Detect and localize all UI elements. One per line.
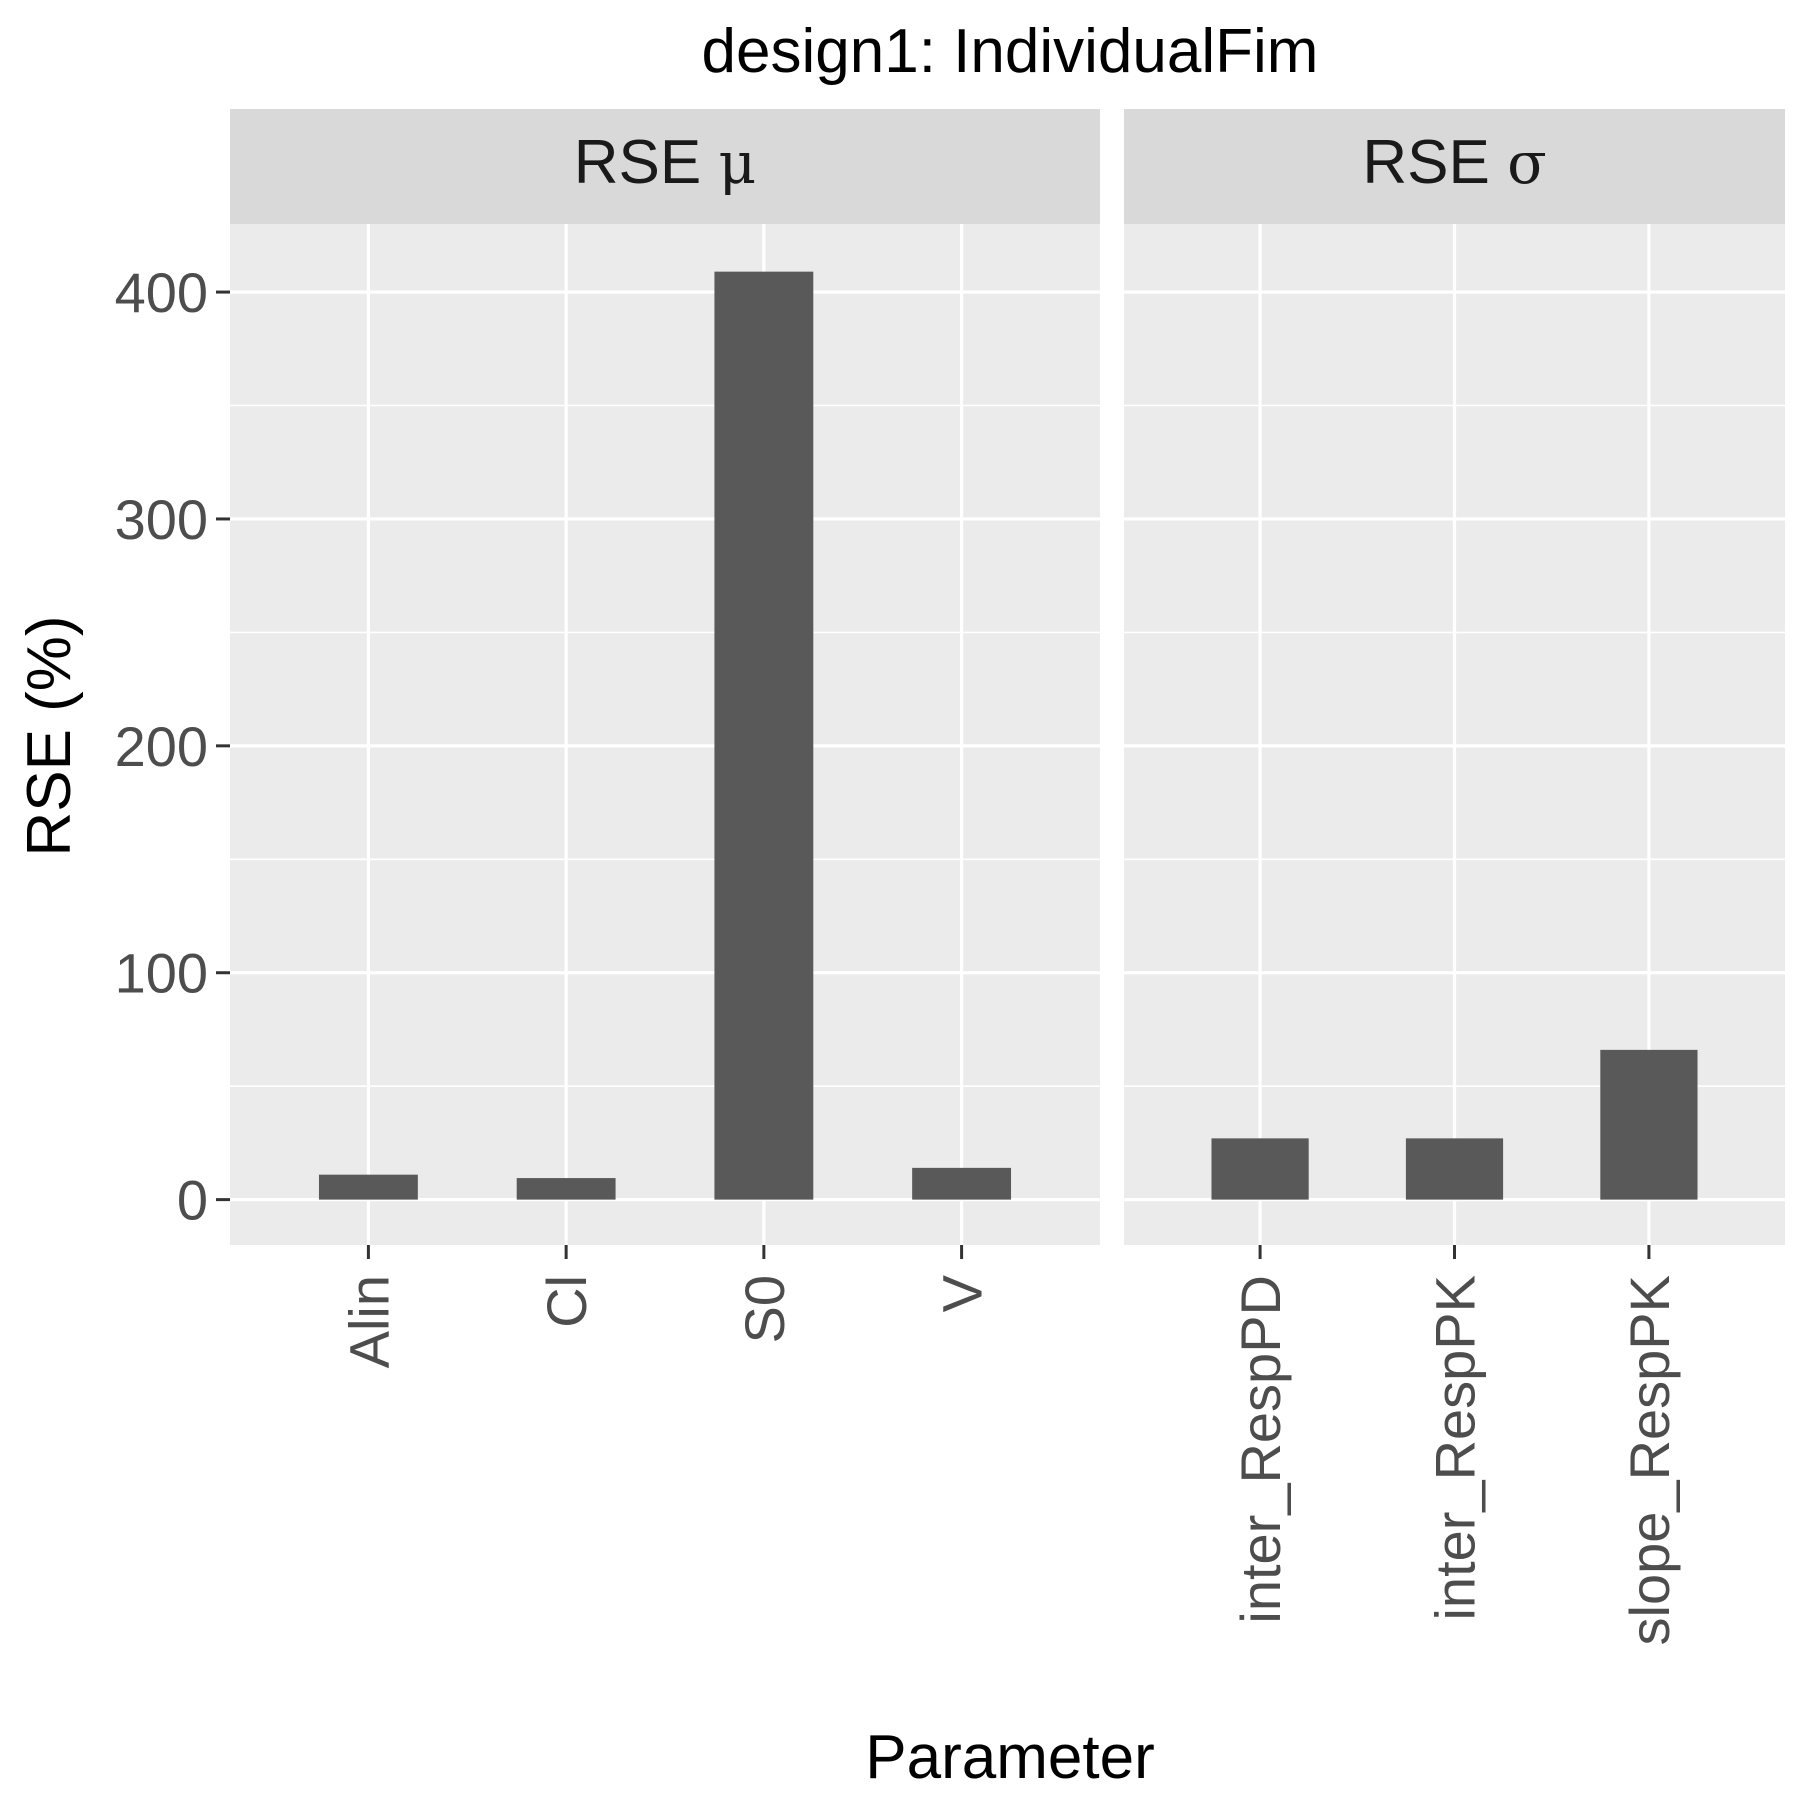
facet-strip-label: RSE μ bbox=[574, 128, 756, 197]
x-axis-title: Parameter bbox=[865, 1723, 1154, 1792]
y-tick-label: 200 bbox=[115, 715, 208, 778]
chart-title: design1: IndividualFim bbox=[702, 17, 1319, 86]
x-tick-label: Cl bbox=[535, 1275, 598, 1328]
x-tick-label: inter_RespPK bbox=[1424, 1275, 1487, 1621]
facet-strip bbox=[230, 109, 1100, 224]
bar-Cl bbox=[516, 1178, 616, 1200]
facet-strip bbox=[1124, 109, 1785, 224]
x-tick-label: slope_RespPK bbox=[1618, 1275, 1681, 1645]
facet-strip-symbol: σ bbox=[1507, 129, 1547, 197]
y-tick-label: 0 bbox=[177, 1169, 208, 1232]
bar-slope_RespPK bbox=[1600, 1049, 1698, 1200]
facet-strip-text: RSE bbox=[574, 128, 719, 197]
bar-inter_RespPK bbox=[1405, 1138, 1504, 1200]
facets: 0 100 200 300 400 RSE μ Alin Cl S0 V RSE σ inter_Re… bbox=[115, 109, 1785, 1645]
x-tick-label: Alin bbox=[337, 1275, 400, 1368]
facet-strip-symbol: μ bbox=[719, 129, 757, 197]
y-tick-label: 100 bbox=[115, 942, 208, 1005]
y-axis-title: RSE (%) bbox=[15, 615, 84, 856]
y-tick-label: 400 bbox=[115, 261, 208, 324]
facet-strip-text: RSE bbox=[1362, 128, 1507, 197]
x-tick-label: S0 bbox=[733, 1275, 796, 1344]
panel-background bbox=[230, 224, 1100, 1245]
bar-Alin bbox=[318, 1174, 418, 1200]
bar-S0 bbox=[714, 271, 814, 1200]
x-tick-label: inter_RespPD bbox=[1229, 1275, 1292, 1624]
bar-V bbox=[912, 1167, 1012, 1200]
y-tick-label: 300 bbox=[115, 488, 208, 551]
facet-strip-label: RSE σ bbox=[1362, 128, 1546, 197]
x-tick-label: V bbox=[931, 1274, 994, 1312]
bar-inter_RespPD bbox=[1211, 1138, 1309, 1200]
